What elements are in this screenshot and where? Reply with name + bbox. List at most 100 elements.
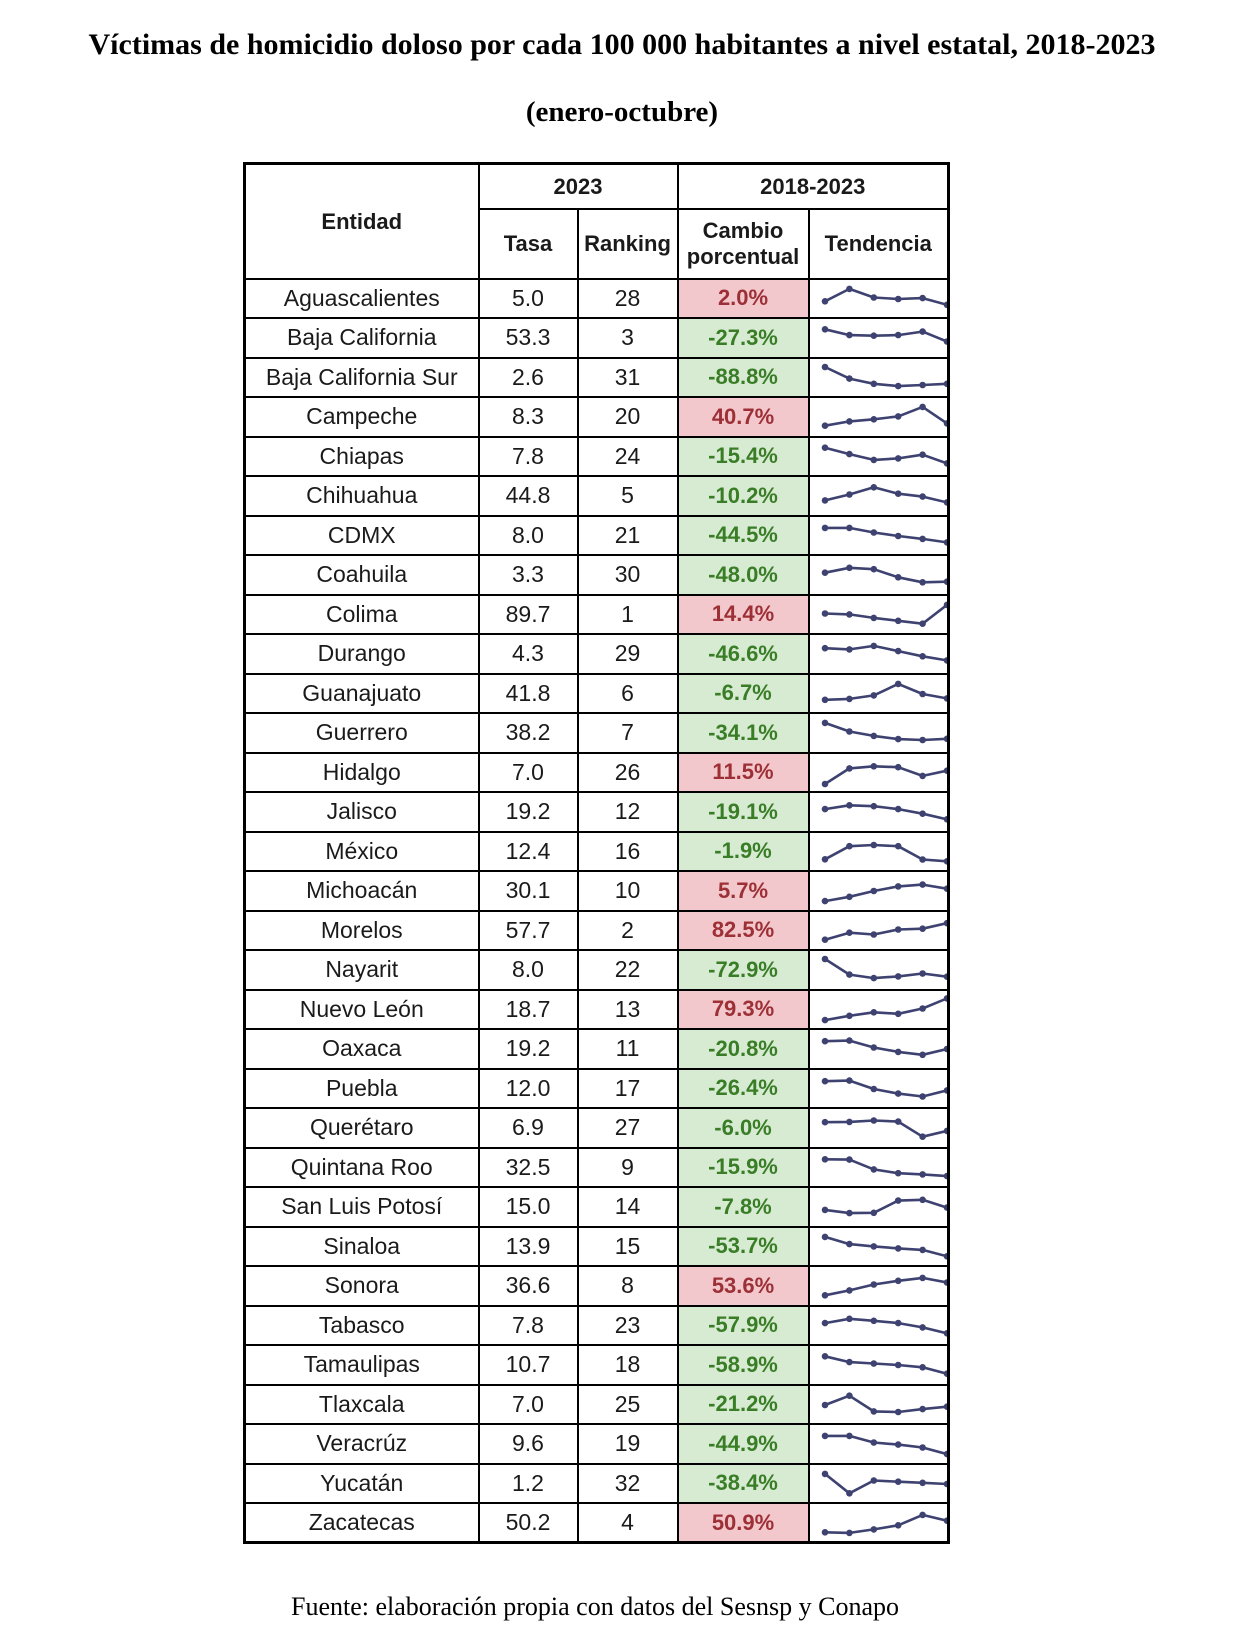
trend-cell [807,1067,950,1109]
ranking-value-cell: 19 [576,1423,679,1465]
trend-sparkline [821,444,947,467]
trend-cell [807,988,950,1030]
trend-cell [807,1265,950,1307]
cambio-value-cell: -10.2% [676,475,810,517]
cambio-value-cell: -88.8% [676,356,810,398]
trend-point [943,885,947,893]
entity-name-cell: Guanajuato [243,672,480,714]
trend-cell [807,356,950,398]
tasa-value-cell: 7.0 [477,751,579,793]
cambio-value-cell: 82.5% [676,909,810,951]
trend-cell [807,1146,950,1188]
trend-point [821,444,828,451]
ranking-value-cell: 2 [576,909,679,951]
entity-name-cell: Querétaro [243,1107,480,1149]
trend-point [845,450,853,458]
trend-point [870,456,877,463]
cambio-value-cell: -46.6% [676,633,810,675]
tasa-value-cell: 19.2 [477,1028,579,1070]
trend-sparkline [821,403,947,430]
trend-point [845,1156,853,1163]
tasa-value-cell: 7.0 [477,1383,579,1425]
trend-point [845,564,853,572]
trend-sparkline [821,326,947,346]
trend-point [943,919,947,927]
tasa-value-cell: 8.0 [477,514,579,556]
trend-cell [807,791,950,833]
trend-point [918,1274,926,1282]
trend-sparkline [821,601,947,627]
trend-point [943,1451,947,1458]
trend-point [918,328,926,336]
trend-sparkline [821,1155,947,1180]
trend-point [894,883,902,890]
trend-point [918,535,926,542]
tasa-value-cell: 3.3 [477,554,579,596]
table-row: Zacatecas 50.2 4 50.9% [243,1502,950,1544]
tasa-value-cell: 38.2 [477,712,579,754]
trend-point [870,332,877,340]
trend-point [918,451,926,458]
trend-cell [807,1462,950,1504]
trend-point [821,1206,828,1214]
trend-point [894,648,902,655]
trend-point [943,994,947,1002]
trend-point [943,380,947,387]
entity-name-cell: Puebla [243,1067,480,1109]
col-header-tendencia: Tendencia [807,207,950,280]
tasa-value-cell: 1.2 [477,1462,579,1504]
entity-name-cell: Tlaxcala [243,1383,480,1425]
trend-point [943,1279,947,1287]
trend-point [870,1281,877,1289]
trend-point [845,646,853,653]
entity-name-cell: Sinaloa [243,1225,480,1267]
entity-name-cell: Morelos [243,909,480,951]
trend-point [870,887,877,895]
trend-sparkline [821,484,947,506]
entity-name-cell: Nayarit [243,949,480,991]
trend-point [845,929,853,936]
cambio-value-cell: 53.6% [676,1265,810,1307]
ranking-value-cell: 30 [576,554,679,596]
trend-point [870,380,877,387]
trend-point [821,497,828,504]
trend-point [821,936,828,943]
tasa-value-cell: 50.2 [477,1502,579,1544]
trend-point [845,842,853,850]
trend-point [894,490,902,498]
trend-point [870,614,877,621]
trend-point [845,332,853,339]
tasa-value-cell: 7.8 [477,435,579,477]
ranking-value-cell: 12 [576,791,679,833]
trend-cell [807,1423,950,1465]
trend-point [821,363,828,371]
trend-cell [807,435,950,477]
trend-point [870,1360,877,1368]
trend-point [918,855,926,863]
trend-sparkline [821,719,947,744]
tasa-value-cell: 6.9 [477,1107,579,1149]
trend-point [870,1242,877,1250]
trend-point [870,484,877,491]
cambio-value-cell: -34.1% [676,712,810,754]
trend-point [845,1432,853,1440]
trend-point [918,1405,926,1413]
ranking-value-cell: 31 [576,356,679,398]
trend-point [943,973,947,981]
trend-point [943,657,947,664]
trend-point [870,1044,877,1052]
trend-cell [807,514,950,556]
trend-point [894,532,902,540]
trend-cell [807,1107,950,1149]
trend-point [821,1292,828,1299]
trend-point [918,653,926,660]
table-row: Jalisco 19.2 12 -19.1% [243,791,950,833]
trend-point [943,1517,947,1524]
ranking-value-cell: 27 [576,1107,679,1149]
cambio-value-cell: -27.3% [676,317,810,359]
trend-point [821,898,828,905]
trend-point [918,579,926,586]
source-note: Fuente: elaboración propia con datos del… [291,1592,899,1621]
cambio-value-cell: 11.5% [676,751,810,793]
trend-point [870,975,877,982]
